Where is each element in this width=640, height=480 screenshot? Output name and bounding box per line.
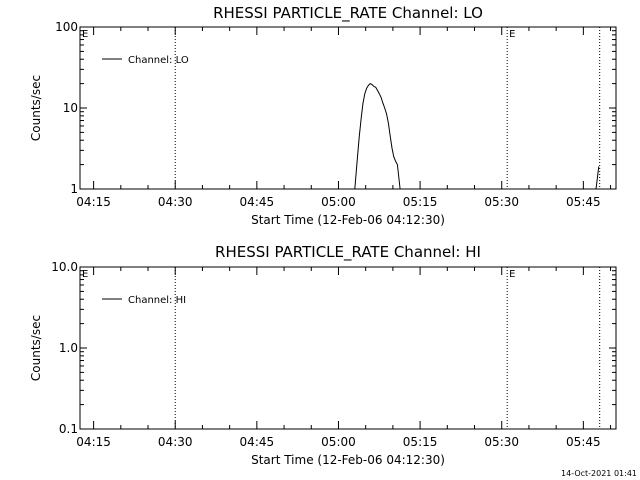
plot-frame — [79, 266, 617, 430]
x-tick-label: 05:45 — [566, 435, 601, 449]
y-tick-label: 1 — [70, 182, 78, 196]
chart-title: RHESSI PARTICLE_RATE Channel: LO — [213, 4, 483, 23]
x-tick-label: 05:30 — [484, 195, 519, 209]
y-axis-label: Counts/sec — [29, 75, 43, 141]
x-tick-label: 04:45 — [240, 195, 275, 209]
event-flag-label: E — [509, 29, 515, 40]
event-flag-label: E — [82, 29, 88, 40]
chart-title: RHESSI PARTICLE_RATE Channel: HI — [215, 243, 481, 262]
y-tick-label: 10.0 — [51, 260, 78, 274]
y-axis-label: Counts/sec — [29, 315, 43, 381]
x-axis-label: Start Time (12-Feb-06 04:12:30) — [251, 453, 445, 467]
x-tick-label: 04:15 — [76, 195, 111, 209]
legend-entry: Channel: HI — [128, 295, 186, 306]
x-tick-label: 05:15 — [403, 435, 438, 449]
event-flag-label: E — [509, 269, 515, 280]
x-tick-label: 05:00 — [321, 195, 356, 209]
y-tick-label: 10 — [63, 101, 78, 115]
x-tick-label: 05:15 — [403, 195, 438, 209]
x-tick-label: 04:15 — [76, 435, 111, 449]
chart-panel-2: RHESSI PARTICLE_RATE Channel: HI 0.1 1.0 10… — [29, 243, 617, 467]
x-tick-label: 05:30 — [484, 435, 519, 449]
y-tick-label: 1.0 — [59, 341, 78, 355]
legend-entry: Channel: LO — [128, 55, 189, 66]
x-tick-label: 05:00 — [321, 435, 356, 449]
footer-timestamp: 14-Oct-2021 01:41 — [561, 469, 637, 478]
x-tick-label: 04:30 — [158, 435, 193, 449]
y-tick-label: 100 — [55, 20, 78, 34]
series-line — [595, 166, 600, 190]
event-flag-label: E — [82, 269, 88, 280]
chart-panel-1: RHESSI PARTICLE_RATE Channel: LO 1 10 100 04… — [29, 4, 617, 227]
x-axis-label: Start Time (12-Feb-06 04:12:30) — [251, 213, 445, 227]
x-tick-label: 04:45 — [240, 435, 275, 449]
plot-frame — [79, 26, 617, 190]
x-tick-label: 04:30 — [158, 195, 193, 209]
series-line — [354, 82, 401, 190]
y-tick-label: 0.1 — [59, 422, 78, 436]
x-tick-label: 05:45 — [566, 195, 601, 209]
